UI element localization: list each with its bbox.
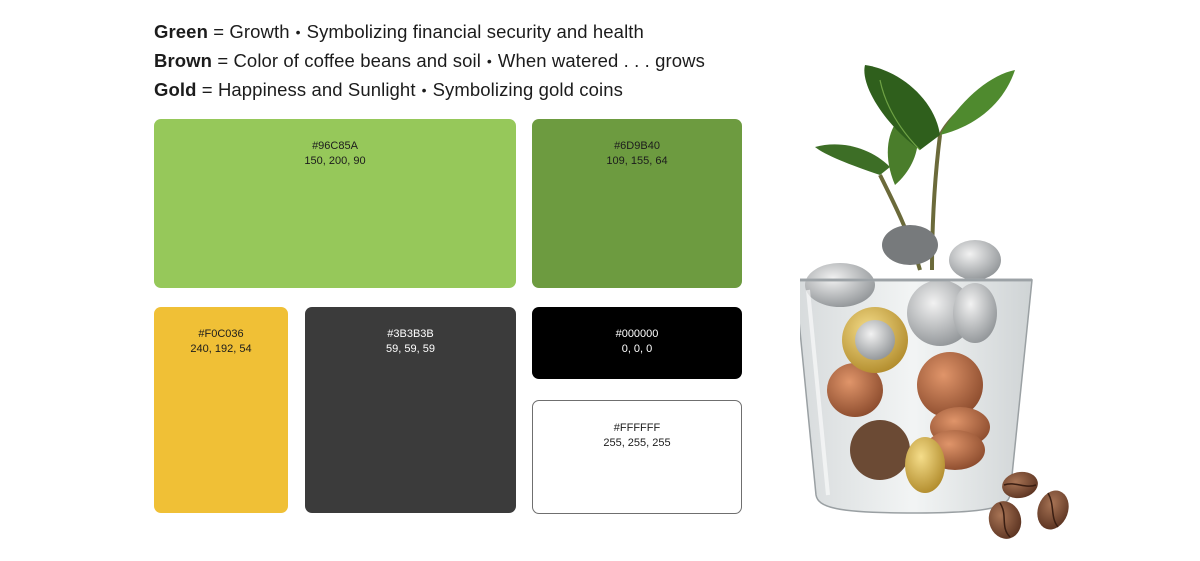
term-label: Brown (154, 50, 213, 71)
note-text: Symbolizing financial security and healt… (306, 21, 644, 42)
swatch-dark-green: #6D9B40 109, 155, 64 (532, 119, 742, 288)
swatch-hex: #6D9B40 (614, 140, 660, 152)
equals-sign: = (213, 21, 225, 42)
swatch-hex: #FFFFFF (613, 422, 661, 434)
swatch-hex: #3B3B3B (387, 328, 434, 340)
swatch-rgb: 0, 0, 0 (621, 343, 653, 355)
note-text: When watered . . . grows (497, 50, 705, 71)
meaning-line-brown: Brown = Color of coffee beans and soil • W… (154, 47, 705, 76)
swatch-black: #000000 0, 0, 0 (532, 307, 742, 379)
swatch-rgb: 240, 192, 54 (190, 343, 252, 355)
separator-dot: • (295, 24, 301, 40)
equals-sign: = (201, 79, 213, 100)
plant-coins-jar-icon (800, 65, 1069, 539)
meaning-line-gold: Gold = Happiness and Sunlight • Symbolizin… (154, 76, 705, 105)
separator-dot: • (421, 82, 427, 98)
swatch-hex: #000000 (615, 328, 659, 340)
swatch-light-green: #96C85A 150, 200, 90 (154, 119, 516, 288)
equals-sign: = (217, 50, 229, 71)
term-label: Gold (154, 79, 197, 100)
meaning-line-green: Green = Growth • Symbolizing financial sec… (154, 18, 705, 47)
color-meaning-list: Green = Growth • Symbolizing financial sec… (154, 18, 705, 105)
swatch-charcoal: #3B3B3B 59, 59, 59 (305, 307, 516, 513)
swatch-hex: #F0C036 (198, 328, 244, 340)
swatch-hex: #96C85A (312, 140, 358, 152)
meaning-text: Happiness and Sunlight (217, 79, 416, 100)
swatch-white: #FFFFFF 255, 255, 255 (532, 400, 742, 514)
swatch-gold: #F0C036 240, 192, 54 (154, 307, 288, 513)
note-text: Symbolizing gold coins (432, 79, 623, 100)
meaning-text: Color of coffee beans and soil (233, 50, 481, 71)
term-label: Green (154, 21, 208, 42)
swatch-rgb: 150, 200, 90 (304, 155, 366, 167)
meaning-text: Growth (229, 21, 290, 42)
swatch-rgb: 59, 59, 59 (386, 343, 435, 355)
swatch-rgb: 109, 155, 64 (606, 155, 668, 167)
separator-dot: • (486, 53, 492, 69)
swatch-rgb: 255, 255, 255 (603, 437, 671, 449)
